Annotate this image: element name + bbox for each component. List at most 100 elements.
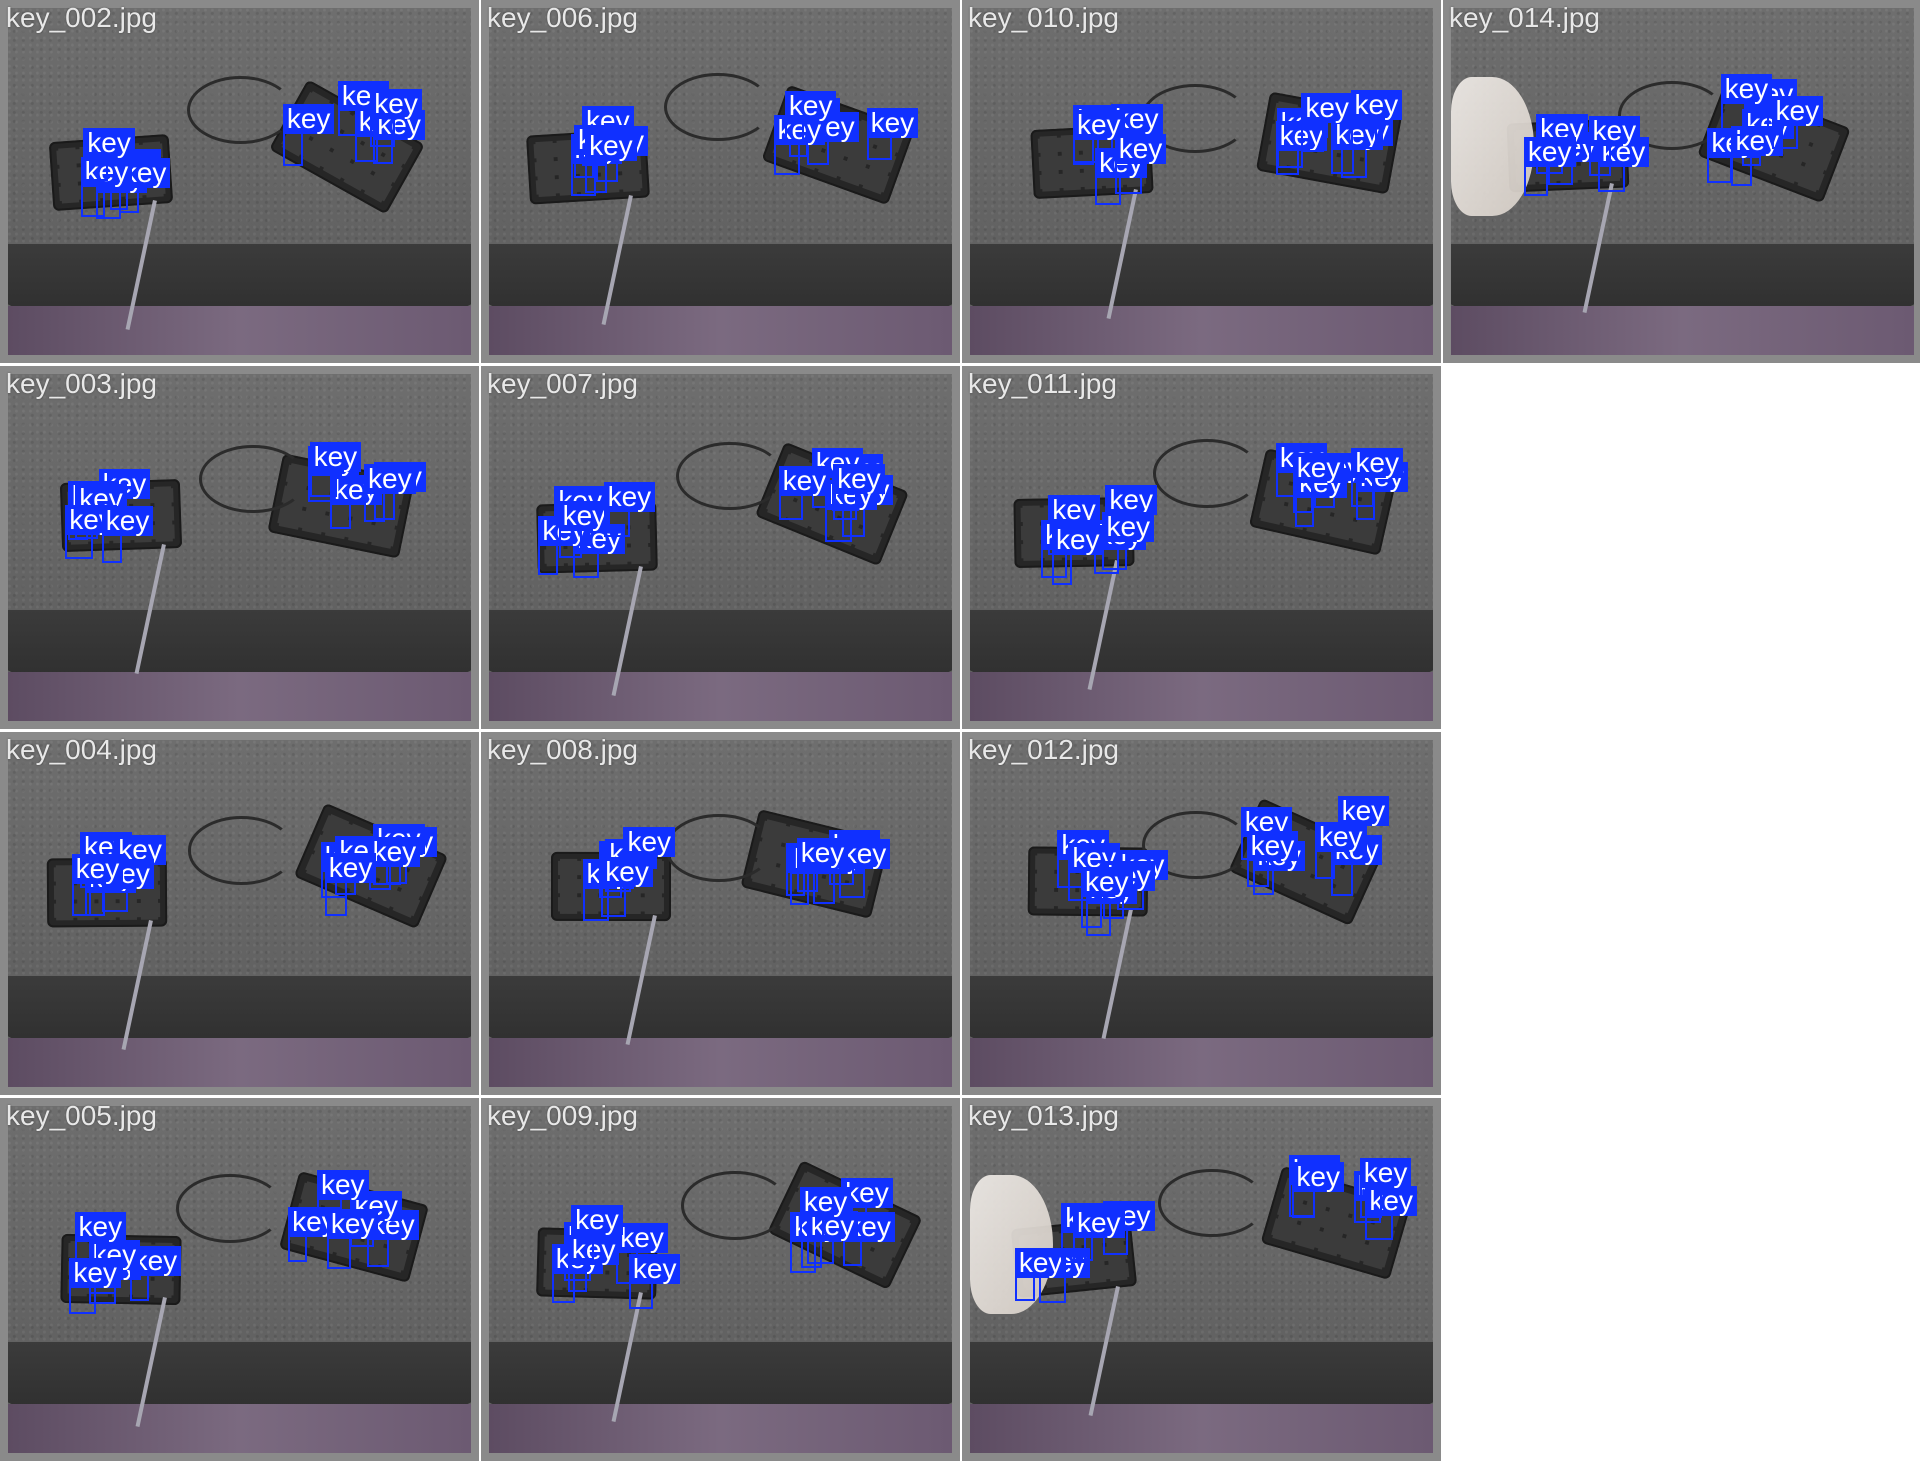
image-filename: key_005.jpg — [6, 1100, 158, 1131]
detection-label: key — [773, 115, 826, 146]
result-tile: keykeykeykeykeykeykeykeykeykeykey_002.jp… — [0, 0, 479, 363]
detection-label: key — [601, 857, 653, 888]
detection-box: key — [326, 1209, 379, 1269]
detection-box: key — [1365, 1185, 1417, 1240]
detection-label: key — [1365, 1185, 1417, 1216]
detection-box: key — [1051, 524, 1104, 586]
detection-label: key — [1359, 1158, 1412, 1189]
keyboard-photo: keykeykeykeykeykeykeykeykeykeykey — [489, 374, 952, 721]
detection-box: key — [337, 80, 390, 137]
detection-box: key — [1301, 93, 1353, 152]
keyboard-photo: keykeykeykeykeykeykeykeykeykeykey — [1451, 8, 1914, 355]
result-tile: keykeykeykeykeykeykeykeykeykeykeykey_007… — [481, 366, 960, 729]
detection-box: key — [324, 853, 377, 916]
desk-edge — [970, 306, 1433, 355]
detection-label: key — [571, 1205, 623, 1236]
detection-box: key — [288, 1206, 340, 1263]
detection-label: key — [1292, 1161, 1344, 1192]
detection-box: key — [1080, 867, 1133, 928]
detection-box: key — [1102, 511, 1155, 571]
detection-box: key — [118, 157, 171, 213]
detection-label: key — [83, 127, 135, 158]
detection-box: key — [628, 1254, 681, 1310]
result-tile: keykeykeykeykeykeykeykeykeykeykeykey_004… — [0, 732, 479, 1095]
image-filename: key_011.jpg — [968, 368, 1117, 399]
detection-box: key — [799, 1187, 852, 1241]
detection-box: key — [1275, 120, 1328, 176]
detection-label: key — [778, 466, 831, 497]
detection-box: key — [1523, 137, 1576, 196]
detection-box: key — [773, 115, 826, 175]
detection-label: key — [1523, 137, 1576, 168]
detection-box: key — [1246, 831, 1299, 888]
detection-box: key — [364, 463, 416, 523]
detection-label: key — [1072, 1208, 1125, 1239]
detection-box: key — [69, 1257, 121, 1314]
detection-box: key — [796, 837, 849, 892]
detection-box: key — [567, 1235, 620, 1292]
detection-label: key — [71, 854, 124, 885]
detection-box: key — [1331, 120, 1383, 174]
image-filename: key_013.jpg — [968, 1100, 1120, 1131]
image-filename: key_008.jpg — [487, 734, 639, 765]
detection-box: key — [1720, 74, 1773, 136]
detection-label: key — [326, 1209, 379, 1240]
detection-label: key — [623, 826, 676, 857]
result-tile: keykeykeykeykeykeykeykeykeykeykeykeykey_… — [962, 366, 1441, 729]
detection-box: key — [843, 1211, 895, 1266]
detection-label: key — [616, 1223, 668, 1254]
coiled-cable — [187, 816, 296, 885]
detection-label: key — [1350, 90, 1403, 121]
desk-edge — [489, 1038, 952, 1087]
image-filename: key_010.jpg — [968, 2, 1120, 33]
detection-box: key — [316, 1169, 369, 1233]
detection-box: key — [1351, 447, 1403, 508]
detection-label: key — [585, 130, 637, 161]
keyboard-photo: keykeykeykeykeykeykeykeykeykeykey — [970, 8, 1433, 355]
coiled-cable — [1141, 810, 1250, 880]
detection-box: key — [1771, 95, 1824, 149]
detection-box: key — [623, 826, 676, 884]
detection-box: key — [1731, 126, 1784, 187]
desk-edge — [489, 1404, 952, 1453]
coiled-cable — [1158, 1168, 1267, 1238]
desk-edge — [8, 672, 471, 721]
detection-box: key — [309, 442, 362, 497]
image-filename: key_007.jpg — [487, 368, 639, 399]
detection-label: key — [1051, 524, 1104, 555]
desk-edge — [8, 1404, 471, 1453]
detection-box: key — [538, 516, 590, 576]
detection-label: key — [1080, 867, 1133, 898]
keyboard-photo: keykeykeykeykeykeykeykeykeykeykeykey — [970, 374, 1433, 721]
detection-label: key — [833, 463, 885, 494]
detection-box: key — [1114, 133, 1167, 195]
result-tile: keykeykeykeykeykeykeykeykeykeykey_006.jp… — [481, 0, 960, 363]
detection-box: key — [370, 88, 422, 147]
detection-box: key — [80, 156, 133, 218]
detection-label: key — [1771, 95, 1824, 126]
detection-label: key — [1014, 1248, 1067, 1279]
detection-box: key — [1707, 127, 1759, 183]
detection-box: key — [601, 857, 653, 918]
detection-label: key — [1720, 74, 1773, 105]
coiled-cable — [186, 75, 295, 145]
coiled-cable — [1618, 81, 1726, 150]
detection-box: key — [603, 481, 656, 537]
detection-label: key — [69, 1257, 121, 1288]
result-tile: keykeykeykeykeykeykeykeykeykeykey_013.jp… — [962, 1098, 1441, 1461]
detection-label: key — [309, 442, 362, 473]
detection-label: key — [1114, 133, 1167, 164]
coiled-cable — [176, 1174, 284, 1243]
coiled-cable — [664, 813, 773, 883]
coiled-cable — [1153, 439, 1262, 508]
detection-box: key — [1359, 1158, 1412, 1218]
detection-box: key — [616, 1223, 668, 1284]
detection-box: key — [585, 130, 637, 193]
image-filename: key_003.jpg — [6, 368, 158, 399]
image-filename: key_006.jpg — [487, 2, 639, 33]
detection-box: key — [558, 501, 611, 559]
detection-label: key — [1314, 821, 1367, 852]
